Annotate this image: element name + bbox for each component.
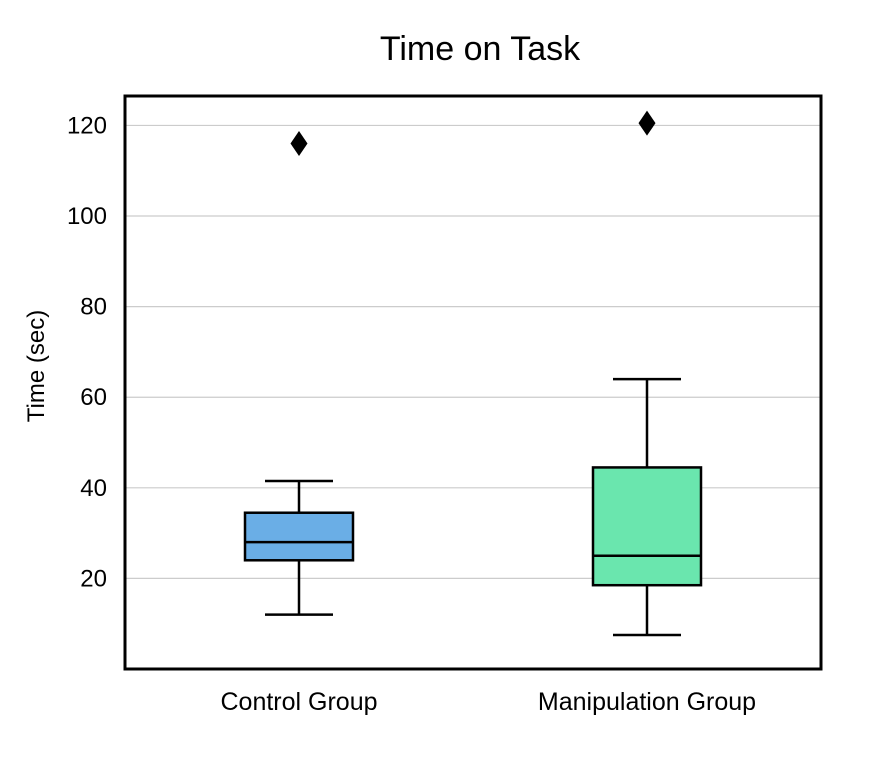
y-axis-ticks: 20 40 60 80 100 120 bbox=[67, 112, 107, 592]
box-group bbox=[591, 110, 703, 637]
y-tick-label: 120 bbox=[67, 112, 107, 139]
y-axis-label: Time (sec) bbox=[23, 310, 50, 422]
y-tick-label: 20 bbox=[80, 565, 107, 592]
y-tick-label: 100 bbox=[67, 203, 107, 230]
x-axis-categories: Control Group Manipulation Group bbox=[220, 688, 756, 716]
outlier-point bbox=[290, 131, 308, 157]
plot-frame bbox=[123, 94, 823, 671]
box-iqr bbox=[591, 466, 703, 587]
box-series bbox=[243, 110, 703, 637]
outlier-point bbox=[638, 110, 656, 136]
chart-title: Time on Task bbox=[380, 30, 581, 68]
grid-lines bbox=[125, 124, 821, 580]
y-tick-label: 60 bbox=[80, 384, 107, 411]
x-category-label: Manipulation Group bbox=[538, 688, 756, 716]
x-category-label: Control Group bbox=[220, 688, 377, 716]
y-tick-label: 80 bbox=[80, 294, 107, 321]
y-tick-label: 40 bbox=[80, 475, 107, 502]
box-iqr bbox=[243, 511, 355, 562]
box-group bbox=[243, 131, 355, 616]
